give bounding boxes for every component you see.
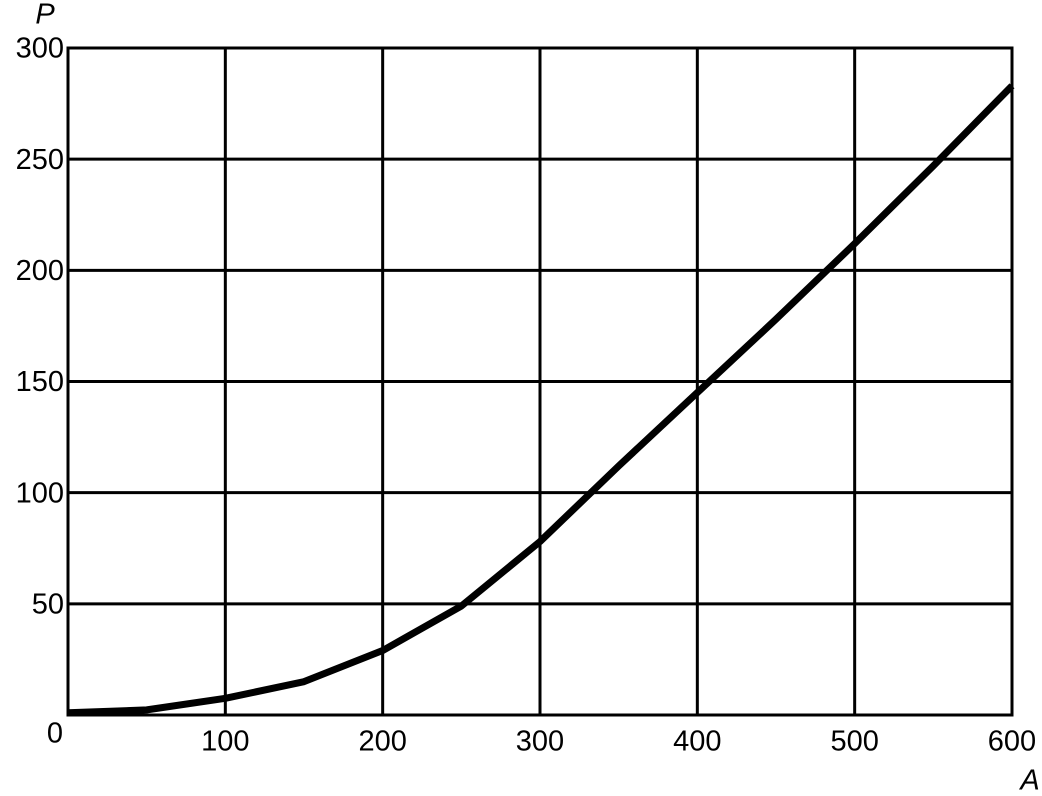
y-axis-label: P — [35, 0, 55, 31]
x-tick-label: 500 — [830, 726, 878, 758]
x-tick-label: 600 — [988, 726, 1036, 758]
x-tick-label: 300 — [516, 726, 564, 758]
y-tick-label: 100 — [16, 477, 64, 509]
data-line — [67, 83, 1015, 717]
x-tick-label: 100 — [201, 726, 249, 758]
x-tick-label: 400 — [673, 726, 721, 758]
y-tick-label: 50 — [32, 588, 64, 620]
x-tick-label: 0 — [47, 718, 63, 750]
y-tick-label: 200 — [16, 255, 64, 287]
y-tick-label: 250 — [16, 144, 64, 176]
y-tick-label: 300 — [16, 33, 64, 65]
x-tick-label: 200 — [358, 726, 406, 758]
plot-frame — [66, 46, 1014, 717]
x-axis-label: A — [1018, 765, 1039, 796]
y-tick-label: 150 — [16, 366, 64, 398]
